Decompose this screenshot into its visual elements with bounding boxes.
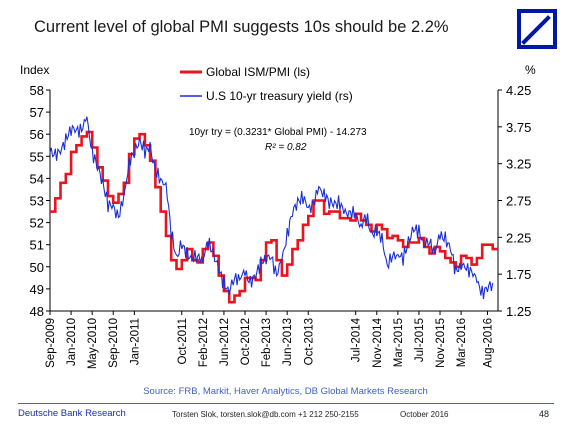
legend: Global ISM/PMI (ls) U.S 10-yr treasury y… — [180, 65, 353, 103]
x-tick-label: Oct-2011 — [177, 318, 189, 364]
y-left-tick-label: 54 — [30, 171, 44, 186]
y-left-tick-label: 57 — [30, 105, 44, 120]
chart-title: Current level of global PMI suggests 10s… — [34, 18, 449, 36]
y-left-tick-label: 52 — [30, 216, 44, 231]
y-left-tick-label: 56 — [30, 127, 44, 142]
y-right-tick-label: 1.75 — [506, 267, 531, 282]
footer-org: Deutsche Bank Research — [18, 408, 126, 419]
y-left-tick-label: 53 — [30, 194, 44, 209]
series-line-us-10yr-yield — [49, 116, 494, 300]
x-tick-label: Sep-2010 — [108, 318, 120, 368]
x-tick-label: Jun-2012 — [219, 318, 231, 366]
x-tick-label: Mar-2016 — [456, 318, 468, 367]
x-tick-label: Jul-2014 — [351, 317, 363, 362]
footer-contact: Torsten Slok, torsten.slok@db.com +1 212… — [172, 410, 359, 419]
y-left-tick-label: 58 — [30, 83, 44, 98]
x-tick-label: Jul-2015 — [414, 318, 426, 362]
y-right-tick-label: 2.25 — [506, 230, 531, 245]
x-tick-label: Feb-2012 — [198, 318, 210, 367]
x-tick-label: Oct-2013 — [303, 318, 315, 365]
x-tick-label: Jan-2010 — [66, 318, 78, 366]
series-line-global-pmi — [50, 130, 498, 304]
x-tick-label: Jun-2013 — [282, 318, 294, 366]
x-tick-label: Oct-2012 — [240, 318, 252, 365]
x-tick-label: Aug-2016 — [482, 318, 494, 368]
y-left-tick-label: 50 — [30, 260, 44, 275]
y-right-tick-label: 1.25 — [506, 304, 531, 319]
legend-label-yield: U.S 10-yr treasury yield (rs) — [206, 89, 353, 103]
y-right-axis-label: % — [525, 63, 536, 77]
x-tick-label: Jan-2011 — [129, 318, 141, 365]
y-left-tick-label: 48 — [30, 304, 44, 319]
footer-rule — [18, 403, 554, 404]
x-tick-label: Mar-2015 — [393, 318, 405, 367]
y-left-tick-label: 55 — [30, 149, 44, 164]
page-number: 48 — [539, 409, 550, 419]
x-tick-label: Feb-2013 — [261, 318, 273, 367]
source-note: Source: FRB, Markit, Haver Analytics, DB… — [143, 386, 428, 397]
y-right-tick-label: 3.75 — [506, 120, 531, 135]
footer-date: October 2016 — [400, 410, 449, 419]
x-tick-label: Nov-2014 — [372, 317, 384, 367]
y-left-axis-label: Index — [20, 63, 49, 77]
deutsche-bank-logo — [517, 9, 557, 49]
y-right-tick-label: 2.75 — [506, 194, 531, 209]
x-tick-label: Nov-2015 — [435, 318, 447, 368]
regression-r2: R² = 0.82 — [265, 142, 307, 153]
y-left-tick-label: 51 — [30, 238, 44, 253]
legend-label-pmi: Global ISM/PMI (ls) — [206, 65, 310, 79]
y-right-tick-label: 3.25 — [506, 157, 531, 172]
y-right-tick-label: 4.25 — [506, 83, 531, 98]
y-left-tick-label: 49 — [30, 282, 44, 297]
regression-equation: 10yr try = (0.3231* Global PMI) - 14.273 — [189, 127, 367, 138]
x-tick-label: May-2010 — [87, 318, 99, 369]
x-tick-label: Sep-2009 — [45, 318, 57, 368]
